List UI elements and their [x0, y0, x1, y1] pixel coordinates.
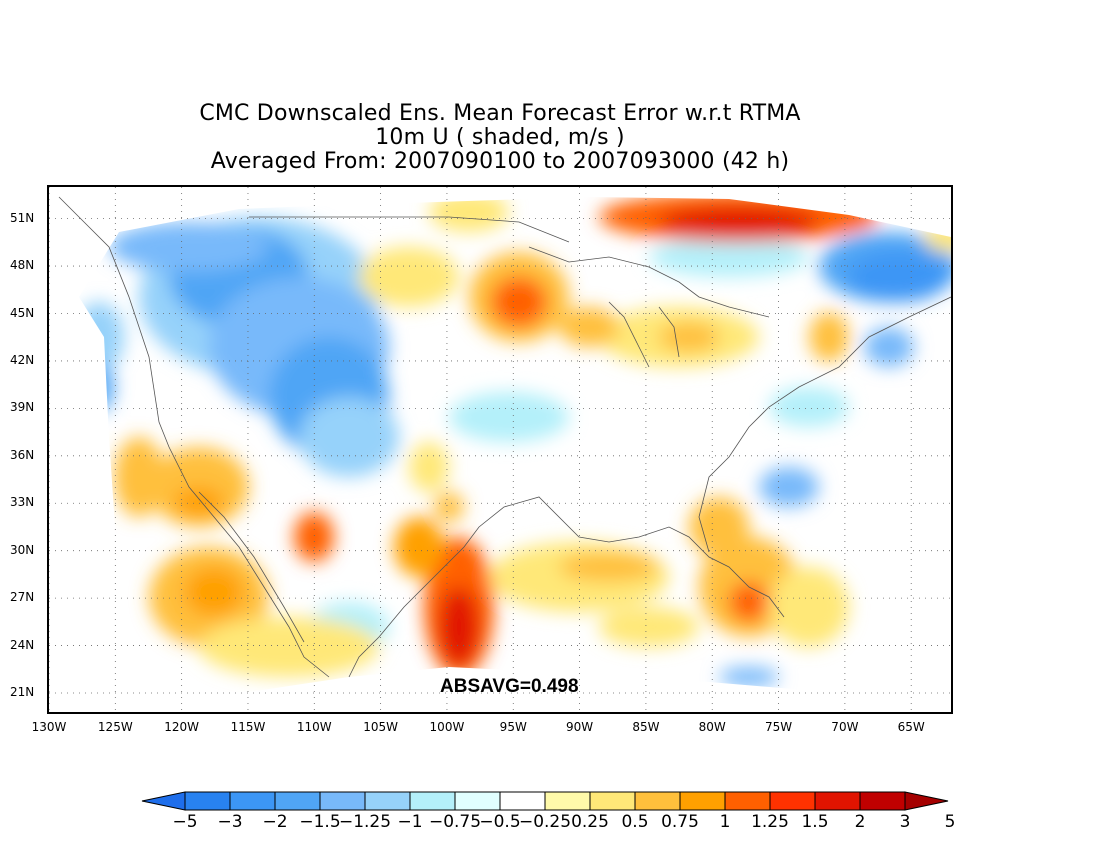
colorbar-cell: [769, 791, 816, 811]
lat-tick-label: 33N: [10, 495, 35, 510]
colorbar-cell: [634, 791, 681, 811]
colorbar-cell: [274, 791, 321, 811]
colorbar-tick-label: −2: [262, 812, 288, 832]
lat-tick-label: 48N: [10, 258, 35, 273]
colorbar-cell: [679, 791, 726, 811]
lon-tick-label: 105W: [363, 720, 398, 734]
lat-tick-label: 30N: [10, 542, 35, 557]
lon-tick-label: 95W: [499, 720, 527, 734]
colorbar-tick-label: 0.75: [661, 812, 699, 832]
lat-tick-label: 42N: [10, 352, 35, 367]
map-panel: [47, 185, 953, 714]
colorbar-cell: [859, 791, 906, 811]
lon-tick-label: 70W: [831, 720, 859, 734]
colorbar-tick-label: 2: [854, 812, 866, 832]
colorbar-over-arrow: [904, 791, 949, 811]
lat-tick-label: 51N: [10, 210, 35, 225]
lat-tick-label: 27N: [10, 590, 35, 605]
lon-tick-label: 75W: [764, 720, 793, 734]
colorbar-tick-label: 1.25: [751, 812, 789, 832]
lon-tick-label: 110W: [296, 720, 332, 734]
lon-tick-label: 115W: [230, 720, 266, 734]
title-line-2: 10m U ( shaded, m/s ): [375, 125, 625, 150]
colorbar-tick-label: 1.5: [801, 812, 829, 832]
map-canvas: [49, 187, 951, 712]
lat-tick-label: 45N: [10, 305, 35, 320]
colorbar-cell: [814, 791, 861, 811]
colorbar-tick-label: −5: [172, 812, 198, 832]
colorbar-cell: [724, 791, 771, 811]
lat-tick-label: 39N: [10, 400, 35, 415]
colorbar-cell: [319, 791, 366, 811]
title-line-1: CMC Downscaled Ens. Mean Forecast Error …: [199, 101, 801, 126]
lat-tick-label: 36N: [10, 447, 35, 462]
absavg-annotation: ABSAVG=0.498: [440, 676, 579, 697]
lon-tick-label: 80W: [698, 720, 726, 734]
colorbar-tick-label: 3: [899, 812, 911, 832]
colorbar-cell: [184, 791, 231, 811]
colorbar-tick-label: −1.5: [299, 812, 341, 832]
lon-tick-label: 130W: [31, 720, 67, 734]
colorbar-tick-label: −1: [397, 812, 423, 832]
colorbar-cell: [454, 791, 501, 811]
colorbar-tick-label: −0.75: [428, 812, 482, 832]
colorbar-tick-label: 1: [719, 812, 731, 832]
colorbar-tick-label: −3: [217, 812, 243, 832]
colorbar-tick-label: 0.25: [571, 812, 609, 832]
colorbar-cell: [229, 791, 276, 811]
colorbar-cell: [544, 791, 591, 811]
colorbar-cell: [409, 791, 456, 811]
colorbar-cell: [499, 791, 546, 811]
colorbar: [141, 791, 949, 811]
colorbar-tick-label: −1.25: [338, 812, 392, 832]
lon-tick-label: 90W: [566, 720, 594, 734]
chart-title: CMC Downscaled Ens. Mean Forecast Error …: [47, 102, 953, 174]
lat-tick-label: 21N: [10, 685, 35, 700]
lon-tick-label: 120W: [164, 720, 200, 734]
lon-tick-label: 125W: [97, 720, 133, 734]
colorbar-under-arrow: [141, 791, 186, 811]
colorbar-cell: [589, 791, 636, 811]
title-line-3: Averaged From: 2007090100 to 2007093000 …: [210, 149, 790, 174]
lon-tick-label: 100W: [429, 720, 465, 734]
colorbar-tick-label: 5: [944, 812, 956, 832]
lon-tick-label: 85W: [632, 720, 660, 734]
lat-tick-label: 24N: [10, 637, 35, 652]
colorbar-tick-label: −0.5: [479, 812, 521, 832]
lon-tick-label: 65W: [897, 720, 925, 734]
colorbar-tick-label: −0.25: [518, 812, 572, 832]
colorbar-tick-label: 0.5: [621, 812, 649, 832]
coastlines: [58, 196, 951, 678]
graticule: [49, 187, 951, 712]
shaded-field: [79, 197, 951, 692]
colorbar-cell: [364, 791, 411, 811]
